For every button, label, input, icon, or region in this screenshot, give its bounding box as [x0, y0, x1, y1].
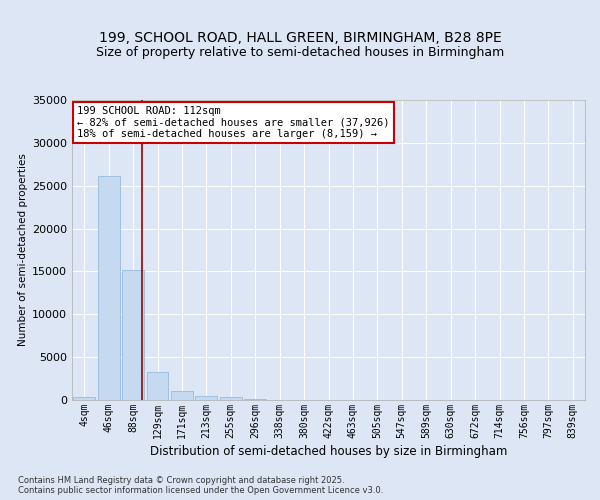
Bar — [73, 397, 95, 400]
Bar — [98, 176, 119, 400]
Bar — [196, 396, 217, 400]
Bar — [171, 391, 193, 400]
Text: 199 SCHOOL ROAD: 112sqm
← 82% of semi-detached houses are smaller (37,926)
18% o: 199 SCHOOL ROAD: 112sqm ← 82% of semi-de… — [77, 106, 389, 139]
Bar — [122, 270, 144, 400]
Y-axis label: Number of semi-detached properties: Number of semi-detached properties — [18, 154, 28, 346]
Bar — [220, 398, 242, 400]
Bar — [244, 398, 266, 400]
Text: 199, SCHOOL ROAD, HALL GREEN, BIRMINGHAM, B28 8PE: 199, SCHOOL ROAD, HALL GREEN, BIRMINGHAM… — [98, 30, 502, 44]
Bar — [146, 372, 169, 400]
X-axis label: Distribution of semi-detached houses by size in Birmingham: Distribution of semi-detached houses by … — [150, 445, 507, 458]
Text: Contains HM Land Registry data © Crown copyright and database right 2025.
Contai: Contains HM Land Registry data © Crown c… — [18, 476, 383, 495]
Text: Size of property relative to semi-detached houses in Birmingham: Size of property relative to semi-detach… — [96, 46, 504, 59]
